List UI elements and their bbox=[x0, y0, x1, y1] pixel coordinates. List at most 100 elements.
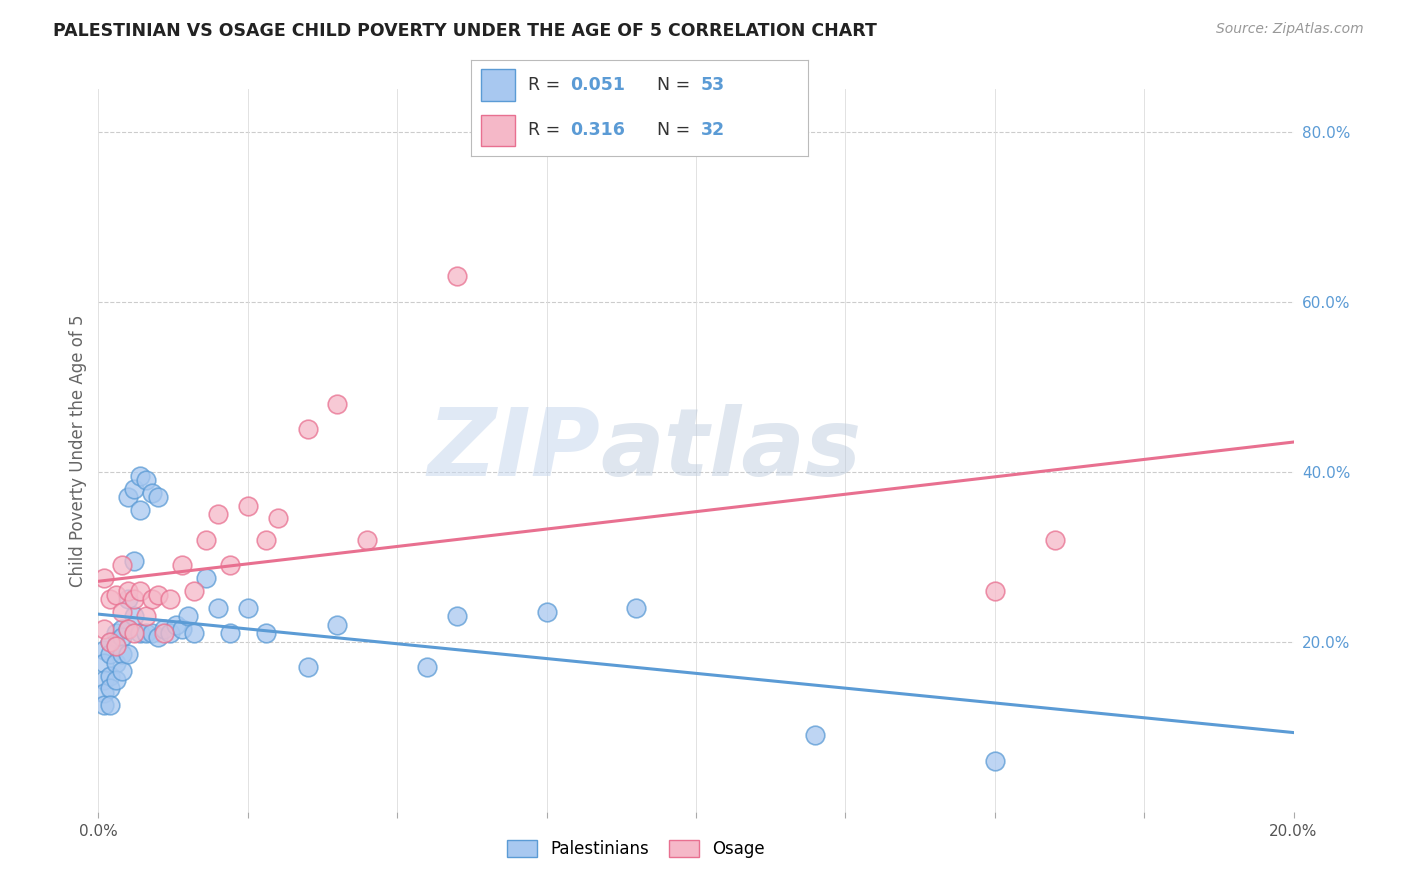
Point bbox=[105, 626, 128, 640]
Point bbox=[117, 490, 139, 504]
Text: atlas: atlas bbox=[600, 404, 862, 497]
Point bbox=[111, 665, 134, 679]
Point bbox=[111, 622, 134, 636]
Point bbox=[98, 634, 122, 648]
Point bbox=[117, 592, 139, 607]
Legend: Palestinians, Osage: Palestinians, Osage bbox=[501, 833, 772, 865]
Point bbox=[297, 660, 319, 674]
Point bbox=[141, 626, 163, 640]
Point bbox=[416, 660, 439, 674]
Point bbox=[804, 728, 827, 742]
Point bbox=[207, 507, 229, 521]
Point bbox=[984, 754, 1007, 768]
Point bbox=[111, 558, 134, 573]
Point bbox=[129, 503, 152, 517]
Point bbox=[93, 622, 115, 636]
Text: 32: 32 bbox=[700, 120, 724, 138]
Text: Source: ZipAtlas.com: Source: ZipAtlas.com bbox=[1216, 22, 1364, 37]
Point bbox=[195, 533, 218, 547]
FancyBboxPatch shape bbox=[481, 70, 515, 101]
Text: 0.316: 0.316 bbox=[571, 120, 626, 138]
Point bbox=[129, 469, 152, 483]
Point bbox=[141, 592, 163, 607]
Point bbox=[129, 583, 152, 598]
Point bbox=[124, 482, 146, 496]
FancyBboxPatch shape bbox=[481, 115, 515, 146]
Point bbox=[93, 673, 115, 687]
Point bbox=[105, 639, 128, 653]
Point bbox=[267, 511, 290, 525]
Point bbox=[236, 499, 259, 513]
Point bbox=[117, 622, 139, 636]
Point bbox=[117, 622, 139, 636]
Point bbox=[93, 686, 115, 700]
Point bbox=[117, 648, 139, 662]
Point bbox=[117, 583, 139, 598]
Point bbox=[148, 631, 170, 645]
Point bbox=[93, 643, 115, 657]
Point bbox=[177, 609, 200, 624]
Point bbox=[165, 617, 187, 632]
Point bbox=[626, 600, 648, 615]
Point bbox=[183, 626, 205, 640]
Point bbox=[129, 626, 152, 640]
Point bbox=[195, 571, 218, 585]
Point bbox=[105, 656, 128, 670]
Text: R =: R = bbox=[529, 77, 567, 95]
Point bbox=[124, 609, 146, 624]
Point bbox=[446, 269, 468, 284]
Y-axis label: Child Poverty Under the Age of 5: Child Poverty Under the Age of 5 bbox=[69, 314, 87, 587]
Point bbox=[111, 631, 134, 645]
Point bbox=[153, 626, 176, 640]
Point bbox=[254, 626, 277, 640]
Text: R =: R = bbox=[529, 120, 567, 138]
Point bbox=[219, 558, 242, 573]
Point bbox=[111, 605, 134, 619]
Point bbox=[356, 533, 378, 547]
Point bbox=[172, 622, 194, 636]
Point bbox=[135, 609, 157, 624]
Point bbox=[141, 486, 163, 500]
Point bbox=[93, 698, 115, 713]
Point bbox=[93, 656, 115, 670]
Point bbox=[135, 473, 157, 487]
Point bbox=[1043, 533, 1066, 547]
Point bbox=[98, 669, 122, 683]
Point bbox=[326, 397, 349, 411]
Point bbox=[159, 592, 181, 607]
Point bbox=[111, 648, 134, 662]
Point bbox=[98, 648, 122, 662]
Point bbox=[124, 626, 146, 640]
Text: N =: N = bbox=[657, 77, 696, 95]
Point bbox=[219, 626, 242, 640]
Text: N =: N = bbox=[657, 120, 696, 138]
Point bbox=[105, 639, 128, 653]
Point bbox=[159, 626, 181, 640]
Point bbox=[236, 600, 259, 615]
Point bbox=[124, 554, 146, 568]
Point bbox=[124, 592, 146, 607]
Point bbox=[254, 533, 277, 547]
Point bbox=[98, 698, 122, 713]
Point bbox=[153, 622, 176, 636]
Point bbox=[105, 673, 128, 687]
Point bbox=[297, 422, 319, 436]
Point bbox=[93, 571, 115, 585]
Point bbox=[326, 617, 349, 632]
Point bbox=[105, 588, 128, 602]
Point bbox=[148, 588, 170, 602]
Point bbox=[135, 626, 157, 640]
Point bbox=[984, 583, 1007, 598]
Point bbox=[172, 558, 194, 573]
Text: ZIP: ZIP bbox=[427, 404, 600, 497]
Text: 0.051: 0.051 bbox=[571, 77, 626, 95]
Text: PALESTINIAN VS OSAGE CHILD POVERTY UNDER THE AGE OF 5 CORRELATION CHART: PALESTINIAN VS OSAGE CHILD POVERTY UNDER… bbox=[53, 22, 877, 40]
Point bbox=[148, 490, 170, 504]
Point bbox=[98, 681, 122, 696]
Point bbox=[98, 592, 122, 607]
Point bbox=[98, 634, 122, 648]
Point bbox=[536, 605, 558, 619]
Point bbox=[207, 600, 229, 615]
Point bbox=[183, 583, 205, 598]
Text: 53: 53 bbox=[700, 77, 724, 95]
